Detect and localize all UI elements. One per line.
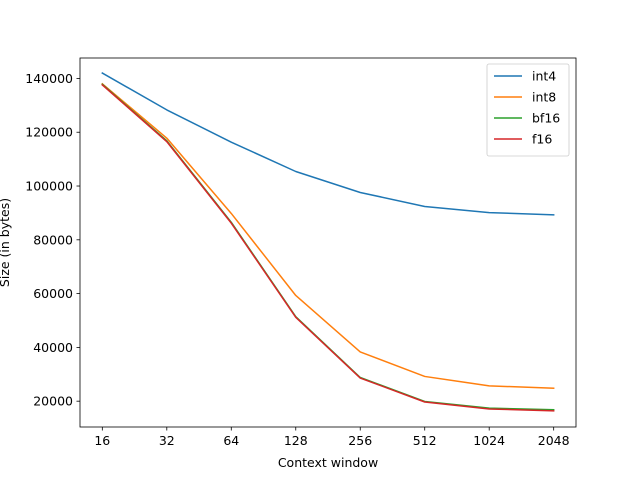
y-axis: 20000 40000 60000 80000 100000 120000 140000 <box>25 71 80 409</box>
series-lines <box>101 72 555 412</box>
y-tick-label: 20000 <box>33 394 73 409</box>
y-tick-label: 140000 <box>25 71 73 86</box>
series-line-bf16 <box>101 83 555 411</box>
series-line-f16 <box>101 83 555 412</box>
plot-frame <box>79 57 577 428</box>
x-tick-label: 128 <box>284 433 308 448</box>
y-tick-label: 100000 <box>25 179 73 194</box>
x-tick-label: 64 <box>223 433 239 448</box>
x-axis-label: Context window <box>278 455 378 470</box>
legend: int4 int8 bf16 f16 <box>486 63 570 157</box>
series-line-int8 <box>101 82 555 390</box>
y-tick-label: 40000 <box>33 340 73 355</box>
legend-label-f16: f16 <box>532 132 552 147</box>
y-tick-label: 60000 <box>33 286 73 301</box>
y-axis-label: Size (in bytes) <box>0 198 12 287</box>
series-line-int4 <box>101 72 555 216</box>
legend-box <box>486 63 570 157</box>
x-tick-label: 1024 <box>473 433 505 448</box>
x-tick-label: 32 <box>159 433 175 448</box>
x-tick-label: 256 <box>348 433 372 448</box>
x-tick-label: 16 <box>94 433 110 448</box>
legend-label-int8: int8 <box>532 90 556 105</box>
legend-label-int4: int4 <box>532 69 556 84</box>
x-tick-label: 512 <box>413 433 437 448</box>
y-tick-label: 120000 <box>25 125 73 140</box>
y-tick-label: 80000 <box>33 232 73 247</box>
x-axis: 16 32 64 128 256 512 1024 2048 <box>94 427 570 448</box>
legend-label-bf16: bf16 <box>532 111 560 126</box>
x-tick-label: 2048 <box>538 433 570 448</box>
